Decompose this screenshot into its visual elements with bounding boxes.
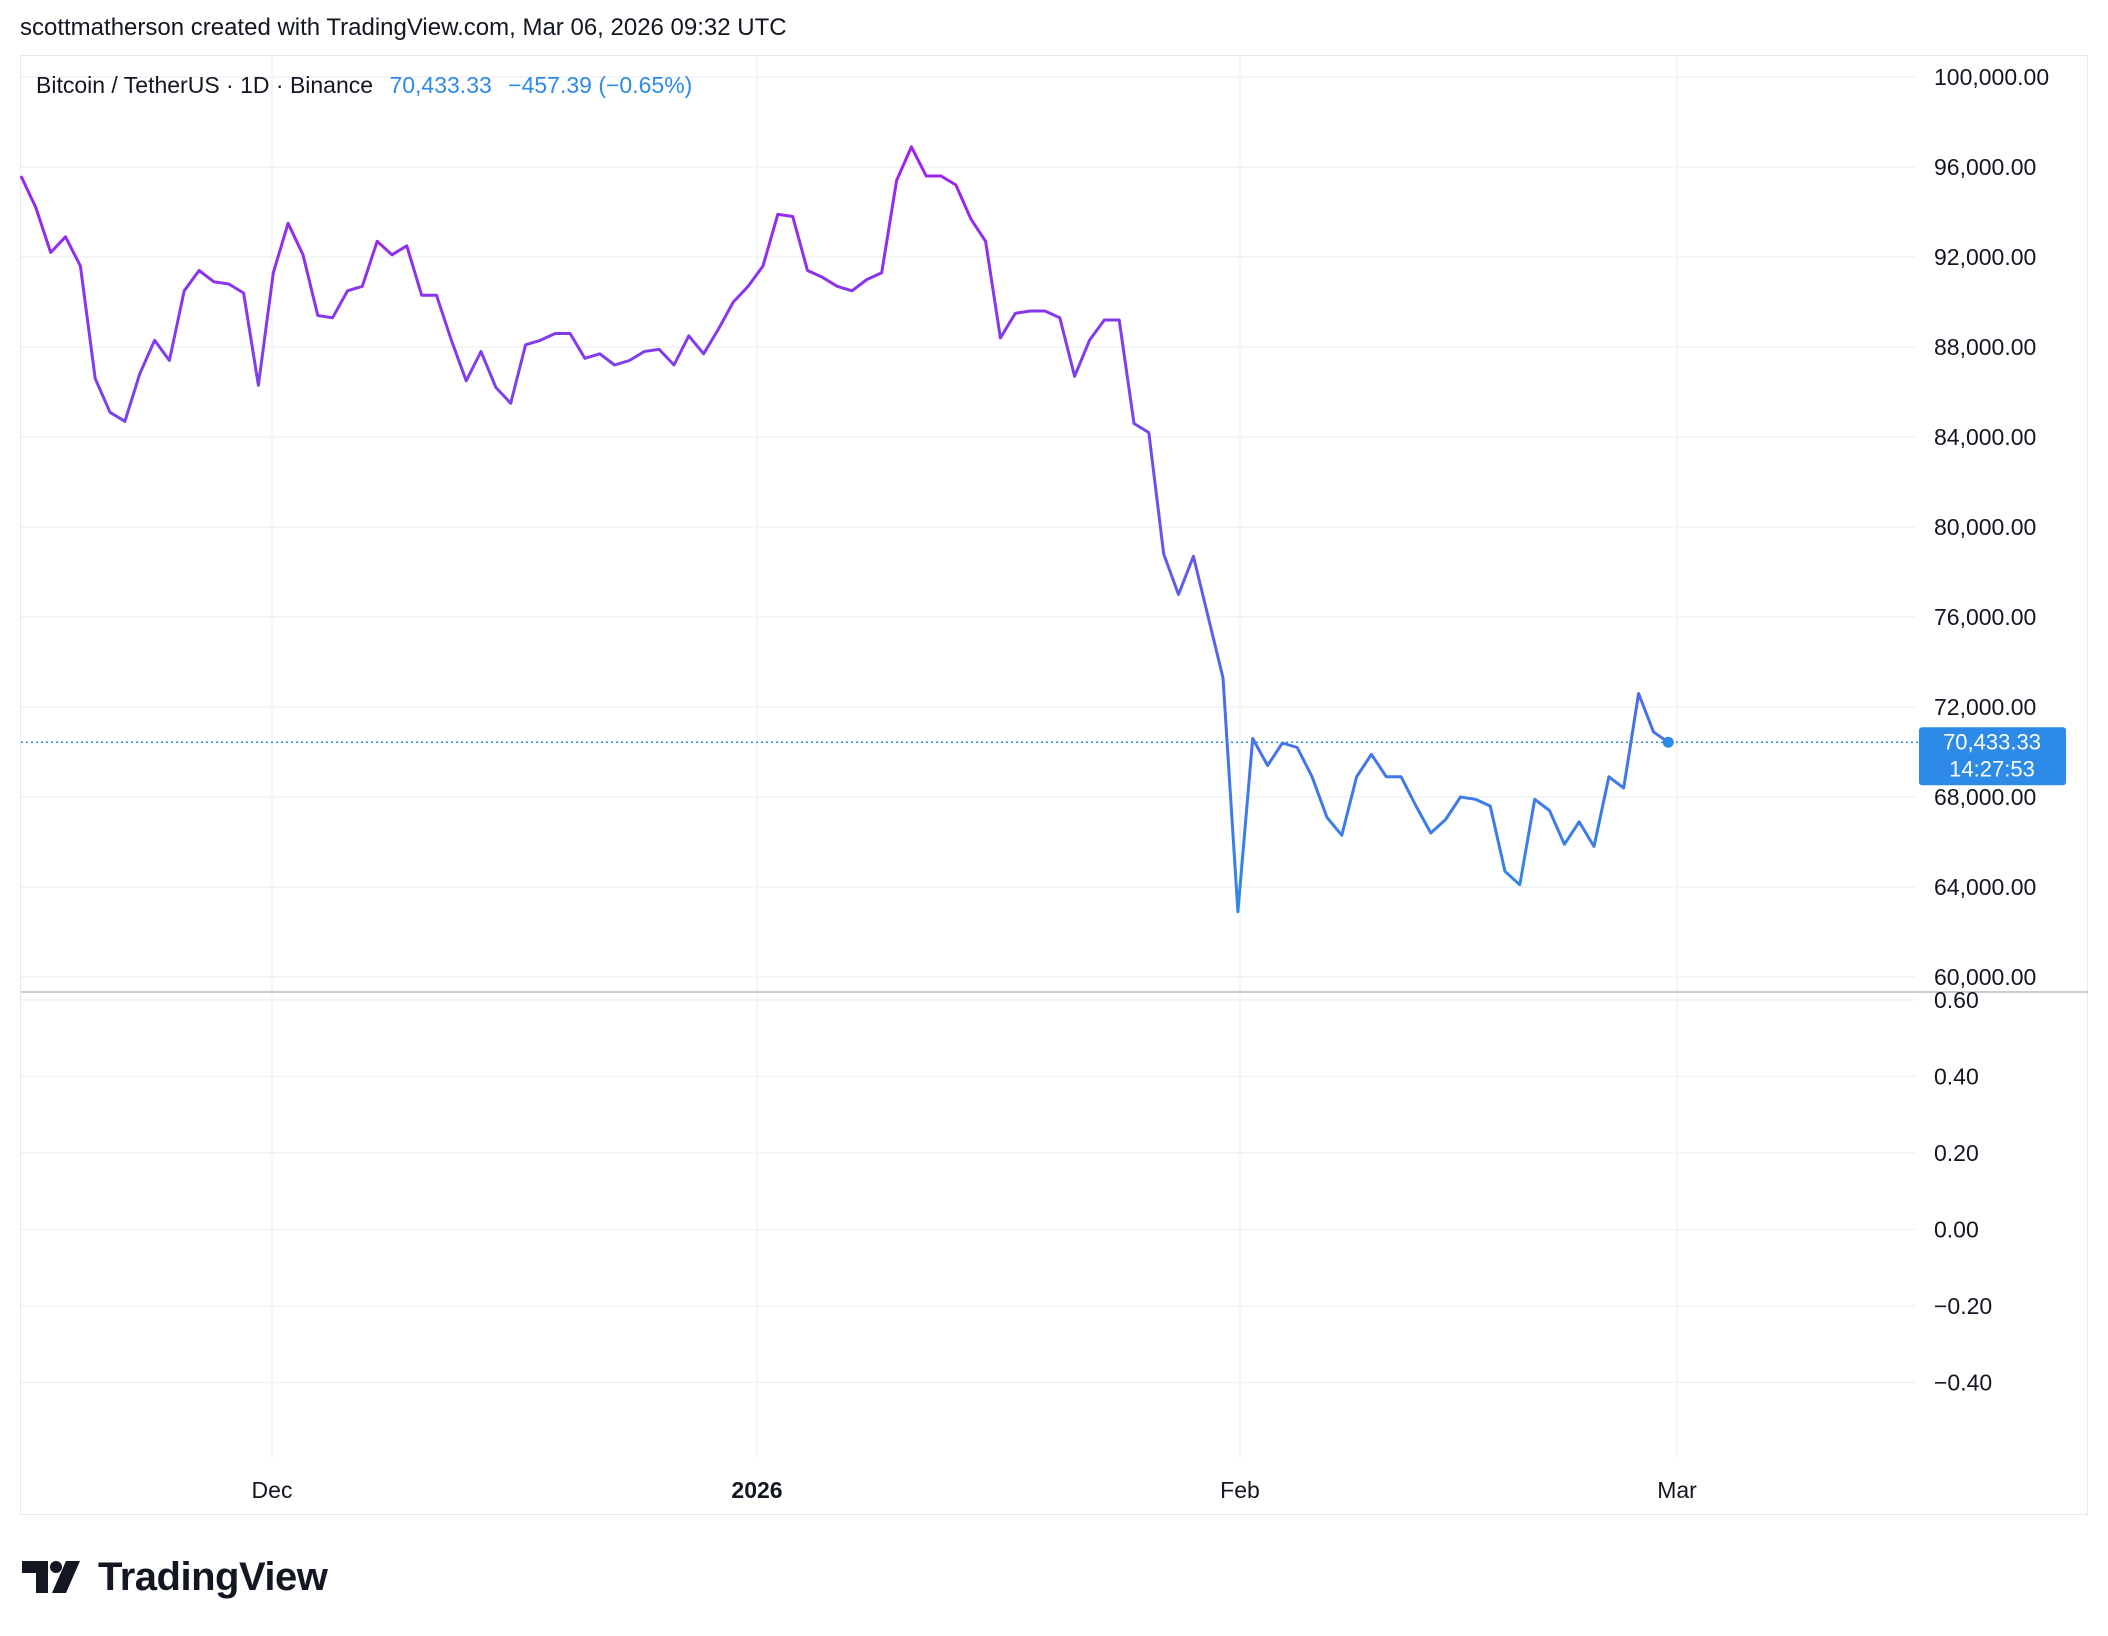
price-tick-label: 68,000.00 <box>1934 784 2036 810</box>
tradingview-logo-icon <box>22 1561 80 1593</box>
legend-change: −457.39 (−0.65%) <box>508 72 693 98</box>
time-tick-label: Dec <box>252 1477 293 1503</box>
price-tick-label: 64,000.00 <box>1934 874 2036 900</box>
oscillator-tick-label: 0.00 <box>1934 1217 1979 1243</box>
grid-lines <box>21 56 2088 1458</box>
oscillator-tick-label: 0.20 <box>1934 1140 1979 1166</box>
price-tick-label: 100,000.00 <box>1934 64 2049 90</box>
price-tick-label: 76,000.00 <box>1934 604 2036 630</box>
price-tick-label: 96,000.00 <box>1934 154 2036 180</box>
legend-price: 70,433.33 <box>389 72 492 98</box>
oscillator-tick-label: 0.60 <box>1934 987 1979 1013</box>
chart-caption: scottmatherson created with TradingView.… <box>20 14 787 41</box>
legend-symbol: Bitcoin / TetherUS · 1D · Binance <box>36 72 374 98</box>
oscillator-tick-label: 0.40 <box>1934 1064 1979 1090</box>
tradingview-logo-text: TradingView <box>98 1554 328 1599</box>
oscillator-tick-label: −0.20 <box>1934 1293 1992 1319</box>
oscillator-tick-label: −0.40 <box>1934 1370 1992 1396</box>
tradingview-logo[interactable]: TradingView <box>22 1554 328 1599</box>
price-tick-label: 72,000.00 <box>1934 694 2036 720</box>
symbol-legend[interactable]: Bitcoin / TetherUS · 1D · Binance 70,433… <box>36 72 692 99</box>
time-tick-label: Mar <box>1657 1477 1697 1503</box>
price-line[interactable] <box>19 145 1670 914</box>
price-tick-label: 92,000.00 <box>1934 244 2036 270</box>
price-badge-value: 70,433.33 <box>1943 729 2041 754</box>
time-tick-label: 2026 <box>731 1477 782 1503</box>
chart-frame[interactable] <box>20 55 2088 1515</box>
price-series[interactable] <box>19 145 1921 914</box>
last-price-dot[interactable] <box>1662 736 1674 748</box>
price-badge-countdown: 14:27:53 <box>1949 756 2035 781</box>
price-axis[interactable]: 100,000.00 96,000.00 92,000.00 88,000.00 84,… <box>252 64 2050 1503</box>
price-tick-label: 80,000.00 <box>1934 514 2036 540</box>
price-badge-bg <box>1919 727 2066 786</box>
price-tick-label: 88,000.00 <box>1934 334 2036 360</box>
price-tick-label: 60,000.00 <box>1934 964 2036 990</box>
time-tick-label: Feb <box>1220 1477 1260 1503</box>
price-tick-label: 84,000.00 <box>1934 424 2036 450</box>
